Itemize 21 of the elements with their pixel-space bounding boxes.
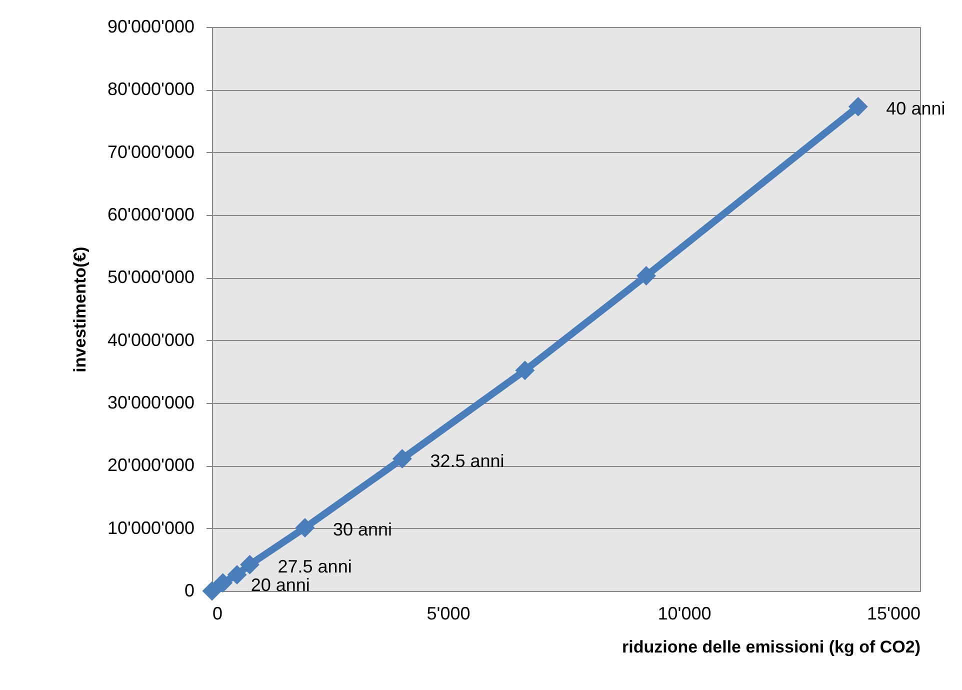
annotation: 30 anni [332, 520, 392, 540]
annotation: 40 anni [886, 98, 946, 119]
y-tick-label: 80'000'000 [108, 79, 194, 100]
x-tick-label: 0 [212, 604, 223, 624]
y-axis-title: investimento(€) [70, 246, 90, 372]
annotation: 20 anni [250, 574, 310, 595]
annotation: 27.5 anni [278, 556, 352, 577]
y-tick-label: 70'000'000 [108, 142, 194, 162]
annotation: 32.5 anni [430, 450, 504, 471]
x-tick-label: 5'000 [426, 604, 470, 624]
y-tick-label: 10'000'000 [108, 518, 194, 538]
y-tick-label: 90'000'000 [108, 16, 194, 36]
y-tick-label: 40'000'000 [108, 330, 194, 350]
y-tick-label: 0 [184, 580, 194, 600]
x-tick-label: 10'000 [658, 604, 712, 624]
y-tick-label: 60'000'000 [108, 204, 194, 224]
y-tick-label: 20'000'000 [108, 455, 194, 476]
y-tick-label: 30'000'000 [108, 392, 194, 412]
x-axis-title: riduzione delle emissioni (kg of CO2) [622, 638, 920, 656]
x-tick-label: 15'000 [867, 604, 920, 624]
y-tick-label: 50'000'000 [108, 267, 194, 288]
